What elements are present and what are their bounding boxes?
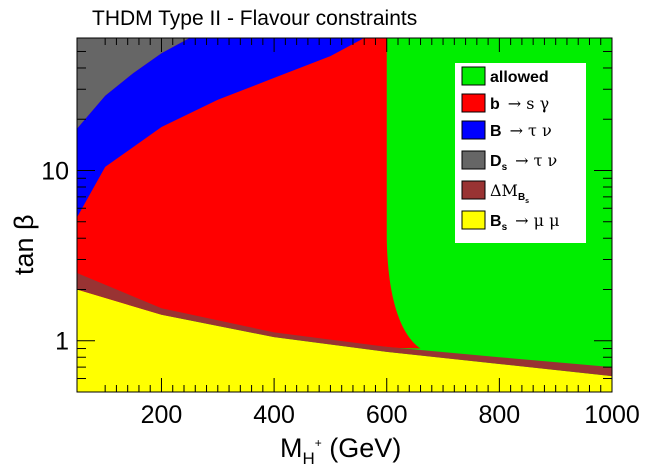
legend-swatch-bsmumu: [461, 210, 486, 230]
plot-axes: [76, 37, 613, 393]
legend-swatch-dstaunu: [461, 150, 486, 170]
legend-label-btaunu: B → τ ν: [490, 121, 552, 140]
legend-swatch-allowed: [461, 66, 486, 86]
plot-frame: [76, 37, 613, 393]
x-tick-label: 800: [479, 401, 521, 429]
x-tick-label: 600: [366, 401, 408, 429]
legend: allowed b → s γ B → τ ν Ds → τ ν ΔMBs Bs → μ…: [455, 63, 586, 243]
x-tick-labels: 200 400 600 800 1000: [141, 401, 640, 429]
region-delta-m-bs: [77, 273, 612, 377]
x-axis-title-sup: +: [315, 436, 322, 450]
region-b-to-tau-nu: [77, 38, 365, 218]
legend-label-bsmumu: Bs → μ μ: [490, 211, 560, 233]
legend-swatch-deltambs: [461, 180, 486, 200]
x-tick-label: 1000: [584, 401, 640, 429]
region-ds-to-tau-nu: [77, 38, 190, 129]
y-tick-label: 10: [41, 157, 69, 185]
legend-label-allowed: allowed: [490, 69, 549, 86]
x-axis-title: MH+ (GeV): [280, 433, 401, 468]
legend-swatch-btaunu: [461, 120, 486, 140]
x-axis-title-sub: H: [303, 449, 315, 468]
legend-label-bsgamma: b → s γ: [490, 94, 549, 113]
x-axis-title-main: M: [280, 433, 303, 463]
x-tick-label: 200: [141, 401, 183, 429]
legend-label-dstaunu: Ds → τ ν: [490, 151, 557, 173]
y-tick-labels: 1 10: [41, 157, 69, 355]
legend-swatch-bsgamma: [461, 93, 486, 113]
x-tick-label: 400: [253, 401, 295, 429]
x-axis-title-unit: (GeV): [322, 433, 402, 463]
y-axis-title: tan β: [9, 214, 39, 275]
y-tick-label: 1: [55, 328, 69, 356]
legend-label-deltambs: ΔMBs: [490, 181, 529, 205]
region-bs-to-mu-mu: [77, 289, 612, 392]
chart-title: THDM Type II - Flavour constraints: [92, 7, 417, 30]
